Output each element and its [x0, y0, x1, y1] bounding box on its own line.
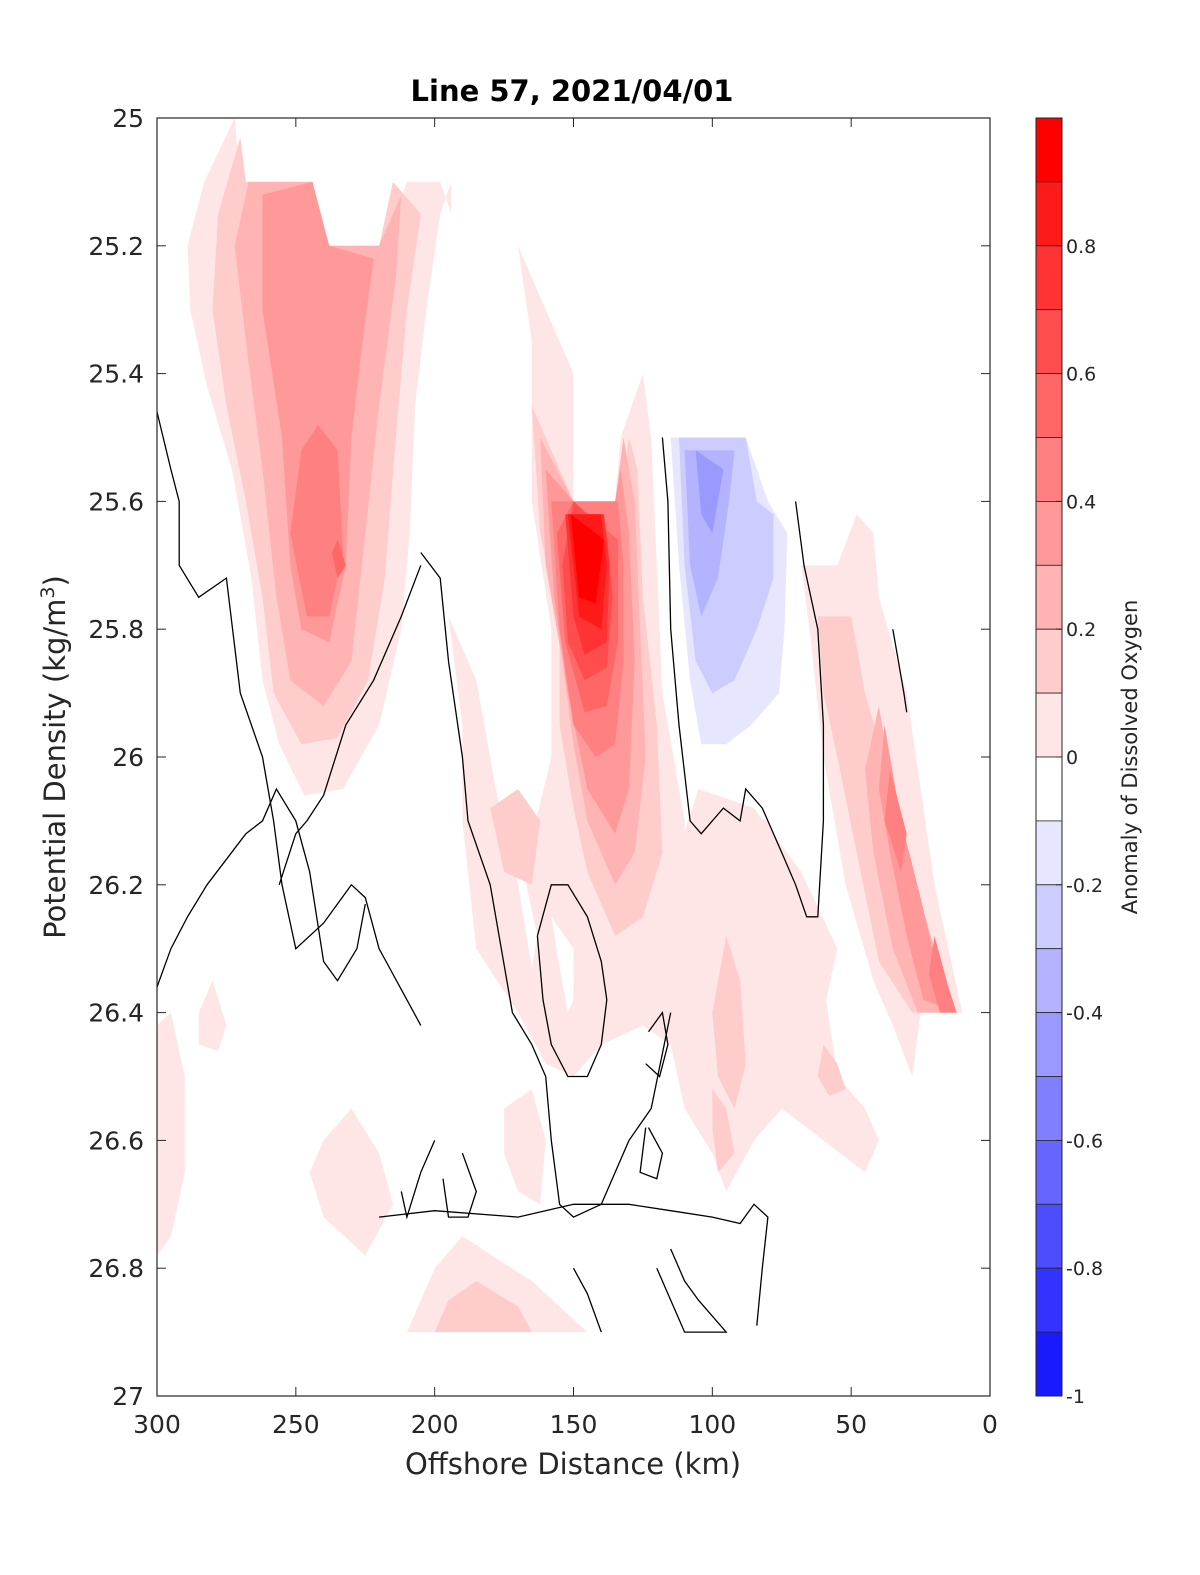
x-tick-label-4: 100: [688, 1410, 736, 1439]
colorbar-band-6: [1035, 500, 1063, 566]
y-axis-ticks: 25 25.2 25.4 25.6 25.8 26 26.2 26.4 26.6 26.8 27: [88, 104, 990, 1411]
zero-contour-9: [656, 1248, 728, 1333]
zero-contour-2: [420, 552, 672, 1218]
colorbar-band-1: [1035, 181, 1063, 247]
contour-region-40: [551, 916, 574, 1013]
y-tick-label-0: 25: [112, 104, 144, 133]
chart-title: Line 57, 2021/04/01: [411, 74, 734, 108]
colorbar-tick-label-4: 0: [1066, 747, 1078, 769]
colorbar-band-7: [1035, 564, 1063, 630]
zero-contour-lines: [157, 411, 908, 1333]
colorbar-tick-label-6: -0.4: [1066, 1003, 1103, 1025]
x-tick-label-0: 300: [133, 1410, 181, 1439]
x-axis-ticks: 300 250 200 150 100 50 0: [133, 118, 998, 1439]
colorbar-band-12: [1035, 884, 1063, 950]
contour-region-31: [504, 1089, 546, 1205]
x-axis-label: Offshore Distance (km): [405, 1447, 741, 1481]
colorbar-tick-label-3: 0.2: [1066, 619, 1096, 641]
colorbar-band-13: [1035, 948, 1063, 1014]
zero-contour-5: [645, 1010, 669, 1078]
colorbar-tick-label-0: 0.8: [1066, 236, 1096, 258]
colorbar-ticks: 0.8 0.6 0.4 0.2 0 -0.2 -0.4 -0.6 -0.8 -1: [1056, 236, 1103, 1408]
y-axis-label: Potential Density (kg/m3): [37, 575, 72, 939]
x-tick-label-1: 250: [272, 1410, 320, 1439]
contour-region-4: [290, 424, 343, 617]
y-tick-label-1: 25.2: [88, 232, 144, 261]
colorbar-band-0: [1035, 117, 1063, 183]
y-axis-label-main: Potential Density (kg/m: [38, 599, 72, 939]
x-tick-label-6: 0: [982, 1410, 998, 1439]
colorbar-tick-label-8: -0.8: [1066, 1258, 1103, 1280]
contour-region-38: [695, 450, 724, 534]
contour-region-26: [817, 1044, 846, 1096]
colorbar-tick-label-2: 0.4: [1066, 491, 1096, 513]
zero-contour-6: [639, 1127, 664, 1180]
x-tick-label-3: 150: [550, 1410, 598, 1439]
zero-contour-13: [892, 629, 908, 713]
colorbar-band-2: [1035, 245, 1063, 311]
colorbar-band-11: [1035, 820, 1063, 886]
zero-contour-4: [536, 884, 608, 1078]
colorbar-tick-label-5: -0.2: [1066, 875, 1103, 897]
colorbar-band-14: [1035, 1012, 1063, 1077]
y-tick-label-8: 26.6: [88, 1126, 144, 1155]
colorbar-band-15: [1035, 1076, 1063, 1141]
colorbar-label: Anomaly of Dissolved Oxygen: [1118, 600, 1142, 915]
contour-region-25: [712, 935, 746, 1109]
y-tick-label-7: 26.4: [88, 999, 144, 1028]
colorbar-band-17: [1035, 1203, 1063, 1269]
colorbar-band-8: [1035, 628, 1063, 694]
y-tick-label-4: 25.8: [88, 615, 144, 644]
contour-region-3: [262, 181, 374, 642]
y-tick-label-10: 27: [112, 1382, 144, 1411]
colorbar-frame: [1035, 117, 1063, 1397]
y-axis-label-close: ): [38, 575, 72, 586]
contour-region-17: [490, 789, 541, 885]
contour-region-21: [878, 725, 957, 1013]
colorbar-band-19: [1035, 1331, 1063, 1397]
zero-contour-10: [572, 1267, 602, 1333]
colorbar-band-10: [1035, 756, 1063, 822]
zero-contour-12: [661, 437, 825, 918]
contour-region-15: [570, 514, 604, 604]
y-tick-label-5: 26: [112, 743, 144, 772]
colorbar-band-5: [1035, 437, 1063, 502]
x-tick-label-2: 200: [411, 1410, 459, 1439]
colorbar-band-4: [1035, 373, 1063, 438]
filled-contours: [157, 118, 963, 1333]
contour-region-37: [684, 450, 735, 617]
colorbar-band-16: [1035, 1140, 1063, 1205]
zero-contour-1: [157, 787, 366, 988]
x-tick-label-5: 50: [835, 1410, 867, 1439]
colorbar-band-9: [1035, 692, 1063, 758]
contour-region-5: [331, 539, 346, 579]
y-axis-label-superscript: 3: [37, 586, 59, 598]
colorbar: [1035, 117, 1063, 1397]
contour-region-41: [351, 942, 363, 968]
contour-region-24: [670, 808, 879, 1192]
colorbar-band-18: [1035, 1267, 1063, 1333]
zero-contour-3: [278, 565, 422, 886]
y-tick-label-2: 25.4: [88, 360, 144, 389]
colorbar-tick-label-9: -1: [1066, 1386, 1085, 1408]
contour-region-23: [928, 935, 957, 1013]
contour-region-27: [712, 1089, 735, 1173]
contour-region-39: [751, 514, 768, 579]
y-tick-label-6: 26.2: [88, 871, 144, 900]
colorbar-tick-label-7: -0.6: [1066, 1130, 1103, 1152]
zero-contour-8: [400, 1140, 436, 1220]
contour-region-33: [434, 1281, 532, 1333]
contour-region-22: [884, 769, 907, 872]
contour-region-29: [198, 980, 227, 1051]
zero-contour-0: [157, 411, 422, 1026]
colorbar-band-3: [1035, 309, 1063, 375]
zero-contour-11: [379, 1203, 769, 1326]
y-tick-label-9: 26.8: [88, 1254, 144, 1283]
zero-contour-7: [442, 1152, 477, 1218]
y-tick-label-3: 25.6: [88, 487, 144, 516]
contour-region-28: [157, 1012, 185, 1256]
colorbar-tick-label-1: 0.6: [1066, 364, 1096, 386]
contour-region-30: [309, 1108, 393, 1256]
